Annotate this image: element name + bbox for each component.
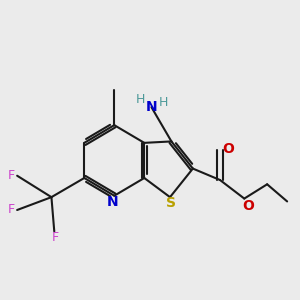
Text: N: N	[107, 195, 119, 209]
Text: O: O	[243, 199, 254, 213]
Text: S: S	[167, 196, 176, 210]
Text: H: H	[136, 93, 145, 106]
Text: F: F	[7, 203, 14, 216]
Text: F: F	[51, 231, 58, 244]
Text: H: H	[159, 96, 168, 110]
Text: F: F	[7, 169, 14, 182]
Text: N: N	[146, 100, 157, 114]
Text: O: O	[222, 142, 234, 156]
